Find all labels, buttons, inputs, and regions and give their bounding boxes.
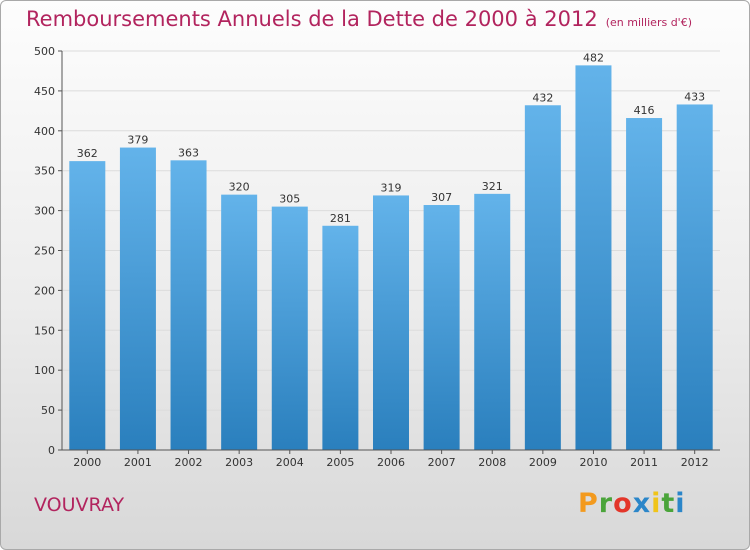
logo-letter: t — [661, 488, 676, 519]
logo-letter: P — [578, 488, 599, 519]
bar-2000 — [69, 161, 106, 450]
x-tick-label-2008: 2008 — [478, 456, 506, 469]
commune-name: VOUVRAY — [34, 494, 125, 516]
bar-value-label-2004: 305 — [279, 193, 300, 206]
y-tick-label-150: 150 — [34, 324, 55, 337]
bar-2001 — [119, 147, 156, 451]
x-tick-label-2006: 2006 — [377, 456, 405, 469]
x-tick-label-2009: 2009 — [529, 456, 557, 469]
bar-value-label-2007: 307 — [431, 191, 452, 204]
bar-value-label-2002: 363 — [178, 146, 199, 159]
y-tick-label-350: 350 — [34, 165, 55, 178]
x-tick-label-2001: 2001 — [124, 456, 152, 469]
x-tick-label-2012: 2012 — [681, 456, 709, 469]
bar-value-label-2012: 433 — [684, 90, 705, 103]
y-tick-label-300: 300 — [34, 205, 55, 218]
logo-letter: o — [613, 488, 633, 519]
bar-value-label-2006: 319 — [381, 181, 402, 194]
chart-unit: (en milliers d'€) — [605, 16, 692, 29]
bar-value-label-2010: 482 — [583, 51, 604, 64]
y-tick-label-50: 50 — [41, 404, 55, 417]
x-tick-label-2004: 2004 — [276, 456, 304, 469]
y-tick-label-400: 400 — [34, 125, 55, 138]
y-tick-label-500: 500 — [34, 45, 55, 58]
x-tick-label-2010: 2010 — [579, 456, 607, 469]
bar-2003 — [221, 194, 258, 450]
chart-title-text: Remboursements Annuels de la Dette de 20… — [26, 7, 598, 31]
y-tick-label-200: 200 — [34, 284, 55, 297]
x-tick-label-2000: 2000 — [73, 456, 101, 469]
y-tick-label-0: 0 — [48, 444, 55, 457]
bar-value-label-2009: 432 — [532, 91, 553, 104]
x-tick-label-2005: 2005 — [326, 456, 354, 469]
bar-value-label-2001: 379 — [127, 134, 148, 147]
bar-value-label-2011: 416 — [634, 104, 655, 117]
bar-2011 — [626, 118, 663, 451]
y-tick-label-450: 450 — [34, 85, 55, 98]
bar-2012 — [676, 104, 713, 450]
y-tick-label-250: 250 — [34, 245, 55, 258]
bar-2002 — [170, 160, 207, 451]
bar-2010 — [575, 65, 612, 450]
x-tick-label-2003: 2003 — [225, 456, 253, 469]
bar-2009 — [524, 105, 561, 450]
chart-title: Remboursements Annuels de la Dette de 20… — [26, 7, 692, 31]
x-tick-label-2007: 2007 — [428, 456, 456, 469]
bar-value-label-2008: 321 — [482, 180, 503, 193]
bar-value-label-2005: 281 — [330, 212, 351, 225]
bar-2006 — [373, 195, 409, 450]
y-tick-label-100: 100 — [34, 364, 55, 377]
bar-2007 — [423, 205, 460, 450]
logo-letter: x — [632, 488, 652, 519]
proxiti-logo: Proxiti — [578, 488, 686, 519]
bar-2008 — [474, 193, 511, 451]
bar-2005 — [322, 225, 359, 450]
bar-value-label-2000: 362 — [77, 147, 98, 160]
bar-2004 — [271, 206, 308, 450]
x-tick-label-2002: 2002 — [175, 456, 203, 469]
logo-letter: r — [598, 488, 614, 519]
logo-letter: i — [675, 488, 686, 519]
x-tick-label-2011: 2011 — [630, 456, 658, 469]
bar-value-label-2003: 320 — [229, 181, 250, 194]
logo-letter: i — [651, 488, 662, 519]
